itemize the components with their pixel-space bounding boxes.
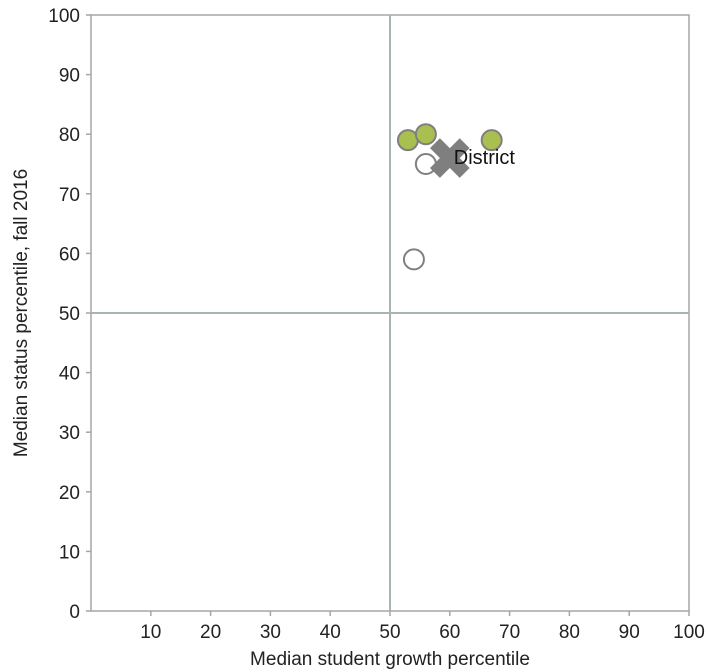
reference-lines xyxy=(91,15,689,611)
y-tick-label: 80 xyxy=(59,125,80,146)
y-tick-label: 100 xyxy=(48,6,80,27)
x-tick-label: 80 xyxy=(559,622,580,643)
x-tick-label: 90 xyxy=(619,622,640,643)
x-tick-label: 70 xyxy=(499,622,520,643)
x-tick-label: 40 xyxy=(320,622,341,643)
data-points xyxy=(396,123,503,271)
y-tick-label: 90 xyxy=(59,66,80,87)
y-axis-title: Median status percentile, fall 2016 xyxy=(11,169,32,457)
district-label: District xyxy=(454,147,516,169)
x-tick-label: 30 xyxy=(260,622,281,643)
y-tick-label: 40 xyxy=(59,364,80,385)
y-tick-label: 60 xyxy=(59,244,80,265)
open-circle-point xyxy=(414,153,437,175)
x-tick-label: 60 xyxy=(439,622,460,643)
filled-circle-point xyxy=(480,129,503,152)
y-tick-label: 70 xyxy=(59,185,80,206)
y-tick-label: 30 xyxy=(59,423,80,444)
y-tick-label: 10 xyxy=(59,542,80,563)
x-tick-label: 20 xyxy=(200,622,221,643)
x-tick-label: 10 xyxy=(140,622,161,643)
y-tick-label: 0 xyxy=(69,602,80,623)
x-axis-title: Median student growth percentile xyxy=(250,649,530,670)
open-circle-point xyxy=(402,248,425,271)
y-tick-label: 20 xyxy=(59,483,80,504)
x-tick-label: 50 xyxy=(379,622,400,643)
x-tick-label: 100 xyxy=(673,622,705,643)
annotations: District xyxy=(454,147,516,169)
district-x-marker xyxy=(430,138,470,178)
filled-circle-point xyxy=(414,123,437,146)
x-axis: 10 20 30 40 50 60 70 80 90 100 xyxy=(140,611,705,643)
y-axis: 0 10 20 30 40 50 60 70 80 90 100 xyxy=(48,6,91,623)
x-marker-bar xyxy=(430,138,470,178)
y-tick-label: 50 xyxy=(59,304,80,325)
